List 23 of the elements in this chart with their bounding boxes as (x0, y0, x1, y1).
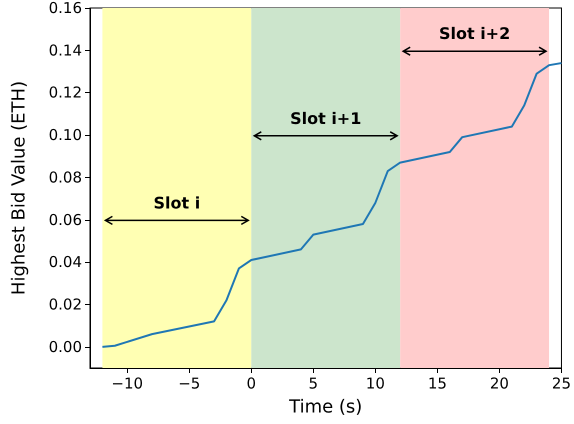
x-tick-label: 20 (490, 374, 509, 392)
band-label: Slot i (153, 193, 200, 212)
x-tick-label: −5 (178, 374, 200, 392)
y-tick-label: 0.06 (48, 210, 82, 229)
y-axis-title: Highest Bid Value (ETH) (8, 80, 30, 296)
y-tick-label: 0.00 (48, 338, 82, 356)
x-tick-label: 25 (552, 374, 572, 392)
line-series (101, 62, 562, 348)
band-label: Slot i+1 (290, 108, 362, 128)
x-tick-label: 10 (366, 374, 385, 392)
x-tick-label: 15 (428, 374, 447, 392)
x-tick-label: 5 (308, 374, 318, 392)
y-tick-label: 0.16 (48, 0, 82, 17)
x-tick-label: −10 (111, 374, 144, 392)
y-tick-label: 0.02 (48, 295, 82, 314)
y-tick-label: 0.14 (48, 41, 82, 60)
y-tick-label: 0.04 (48, 253, 82, 272)
band-label: Slot i+2 (438, 24, 510, 44)
x-axis-title: Time (s) (288, 396, 362, 418)
y-tick-label: 0.08 (48, 168, 82, 186)
x-tick-label: 0 (246, 374, 256, 392)
y-tick-label: 0.10 (48, 126, 82, 144)
y-tick-label: 0.12 (48, 84, 82, 102)
